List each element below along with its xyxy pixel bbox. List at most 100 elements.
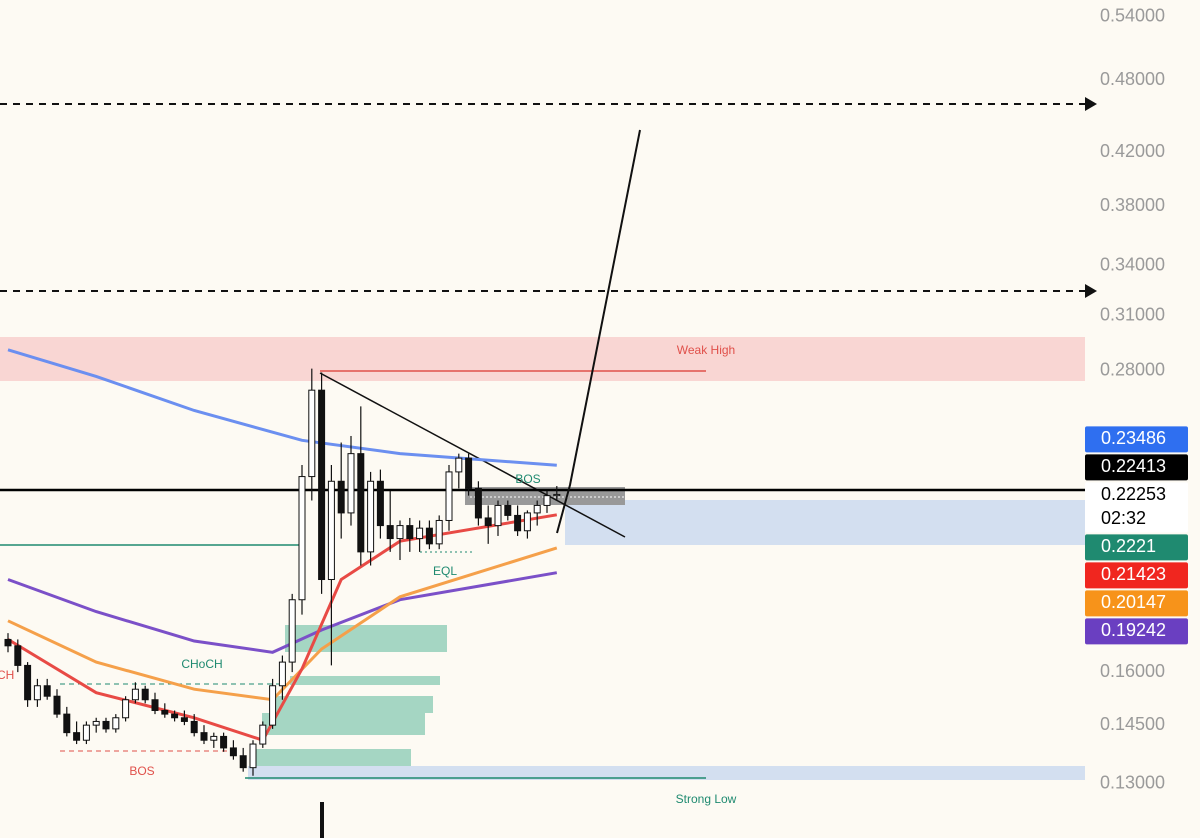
annotation: BOS — [129, 764, 154, 778]
candle-body — [210, 735, 218, 741]
candle-body — [102, 720, 110, 730]
order-block — [290, 676, 440, 685]
candle-body — [367, 480, 375, 553]
annotation: Weak High — [677, 343, 735, 357]
price-tag-label: 0.19242 — [1101, 620, 1166, 640]
candle-body — [504, 504, 512, 516]
candle-body — [112, 717, 120, 730]
candle-body — [200, 732, 208, 741]
candle-body — [259, 724, 267, 745]
candle-body — [386, 525, 394, 540]
candle-body — [465, 457, 473, 489]
moving-average — [7, 348, 557, 467]
candle-body — [357, 453, 365, 553]
candle-body — [337, 480, 345, 514]
y-tick-label: 0.42000 — [1100, 141, 1165, 161]
plot — [4, 348, 561, 776]
projection — [556, 129, 641, 534]
candle-body — [523, 512, 531, 532]
candle-body — [318, 389, 326, 581]
candle-body — [24, 664, 32, 701]
y-tick-label: 0.38000 — [1100, 195, 1165, 215]
candle-body — [455, 457, 463, 473]
candle-body — [396, 525, 404, 540]
y-tick-label: 0.14500 — [1100, 714, 1165, 734]
moving-average — [7, 571, 558, 654]
candle-body — [180, 717, 188, 722]
candle-body — [14, 645, 22, 666]
candle-body — [376, 480, 384, 527]
candle-body — [229, 747, 237, 757]
price-tag — [1085, 534, 1188, 561]
candle-body — [445, 471, 453, 521]
candle-body — [484, 517, 492, 527]
candle-body — [308, 389, 316, 478]
annotation: EQL — [433, 564, 457, 578]
price-tag — [1085, 426, 1188, 453]
price-tag — [1085, 454, 1188, 481]
candle-body — [288, 599, 296, 663]
countdown: 02:32 — [1101, 508, 1146, 528]
price-tag — [1085, 590, 1188, 617]
price-tag-label: 0.22413 — [1101, 456, 1166, 476]
price-tag-label: 0.21423 — [1101, 564, 1166, 584]
candle-body — [533, 504, 541, 514]
candle-body — [327, 480, 335, 581]
candle-body — [161, 709, 169, 715]
candle-body — [425, 527, 433, 545]
annotation: BOS — [515, 472, 540, 486]
order-block — [285, 625, 447, 652]
candle-body — [82, 724, 90, 741]
annotation: Strong Low — [676, 792, 737, 806]
candle-body — [514, 514, 522, 532]
y-tick-label: 0.13000 — [1100, 773, 1165, 793]
price-tag-label: 0.20147 — [1101, 592, 1166, 612]
order-block — [272, 696, 433, 713]
candle-body — [122, 699, 130, 719]
annotation: CHoCH — [181, 657, 222, 671]
candle-body — [220, 735, 228, 749]
price-tag-label: 0.22253 — [1101, 484, 1166, 504]
moving-average — [7, 513, 558, 743]
price-tag-label: 0.23486 — [1101, 428, 1166, 448]
candle-body — [249, 743, 257, 769]
candle-body — [543, 495, 551, 506]
candle-body — [553, 493, 561, 497]
candle-body — [4, 638, 12, 647]
y-tick-label: 0.31000 — [1100, 304, 1165, 324]
candle-body — [63, 713, 71, 734]
y-tick-label: 0.34000 — [1100, 255, 1165, 275]
y-tick-label: 0.54000 — [1100, 5, 1165, 25]
candle-body — [33, 685, 41, 701]
weak-high-zone — [0, 337, 1085, 381]
price-tag — [1085, 482, 1188, 533]
candle-body — [92, 720, 100, 726]
candle-body — [53, 695, 61, 715]
y-tick-label: 0.16000 — [1100, 661, 1165, 681]
annotation: CH — [0, 668, 14, 682]
candle-body — [474, 487, 482, 519]
demand-zone — [565, 500, 1085, 545]
arrow — [1085, 97, 1097, 111]
trend-line — [319, 372, 626, 538]
price-tag-label: 0.2221 — [1101, 536, 1156, 556]
y-tick-label: 0.28000 — [1100, 359, 1165, 379]
candle-body — [406, 525, 414, 540]
candle-body — [171, 713, 179, 719]
candle-body — [73, 732, 81, 741]
order-block — [255, 749, 411, 766]
candle-body — [435, 519, 443, 545]
candle-body — [269, 685, 277, 726]
order-blocks — [255, 625, 447, 766]
candle-body — [141, 688, 149, 701]
price-tag — [1085, 562, 1188, 589]
y-tick-label: 0.48000 — [1100, 69, 1165, 89]
candle-body — [43, 685, 51, 697]
candle-body — [278, 661, 286, 687]
candle-body — [239, 755, 247, 769]
candle-body — [151, 699, 159, 711]
strong-low-zone — [248, 766, 1085, 780]
candle-body — [298, 476, 306, 601]
candle-body — [131, 688, 139, 701]
candle-body — [347, 453, 355, 514]
